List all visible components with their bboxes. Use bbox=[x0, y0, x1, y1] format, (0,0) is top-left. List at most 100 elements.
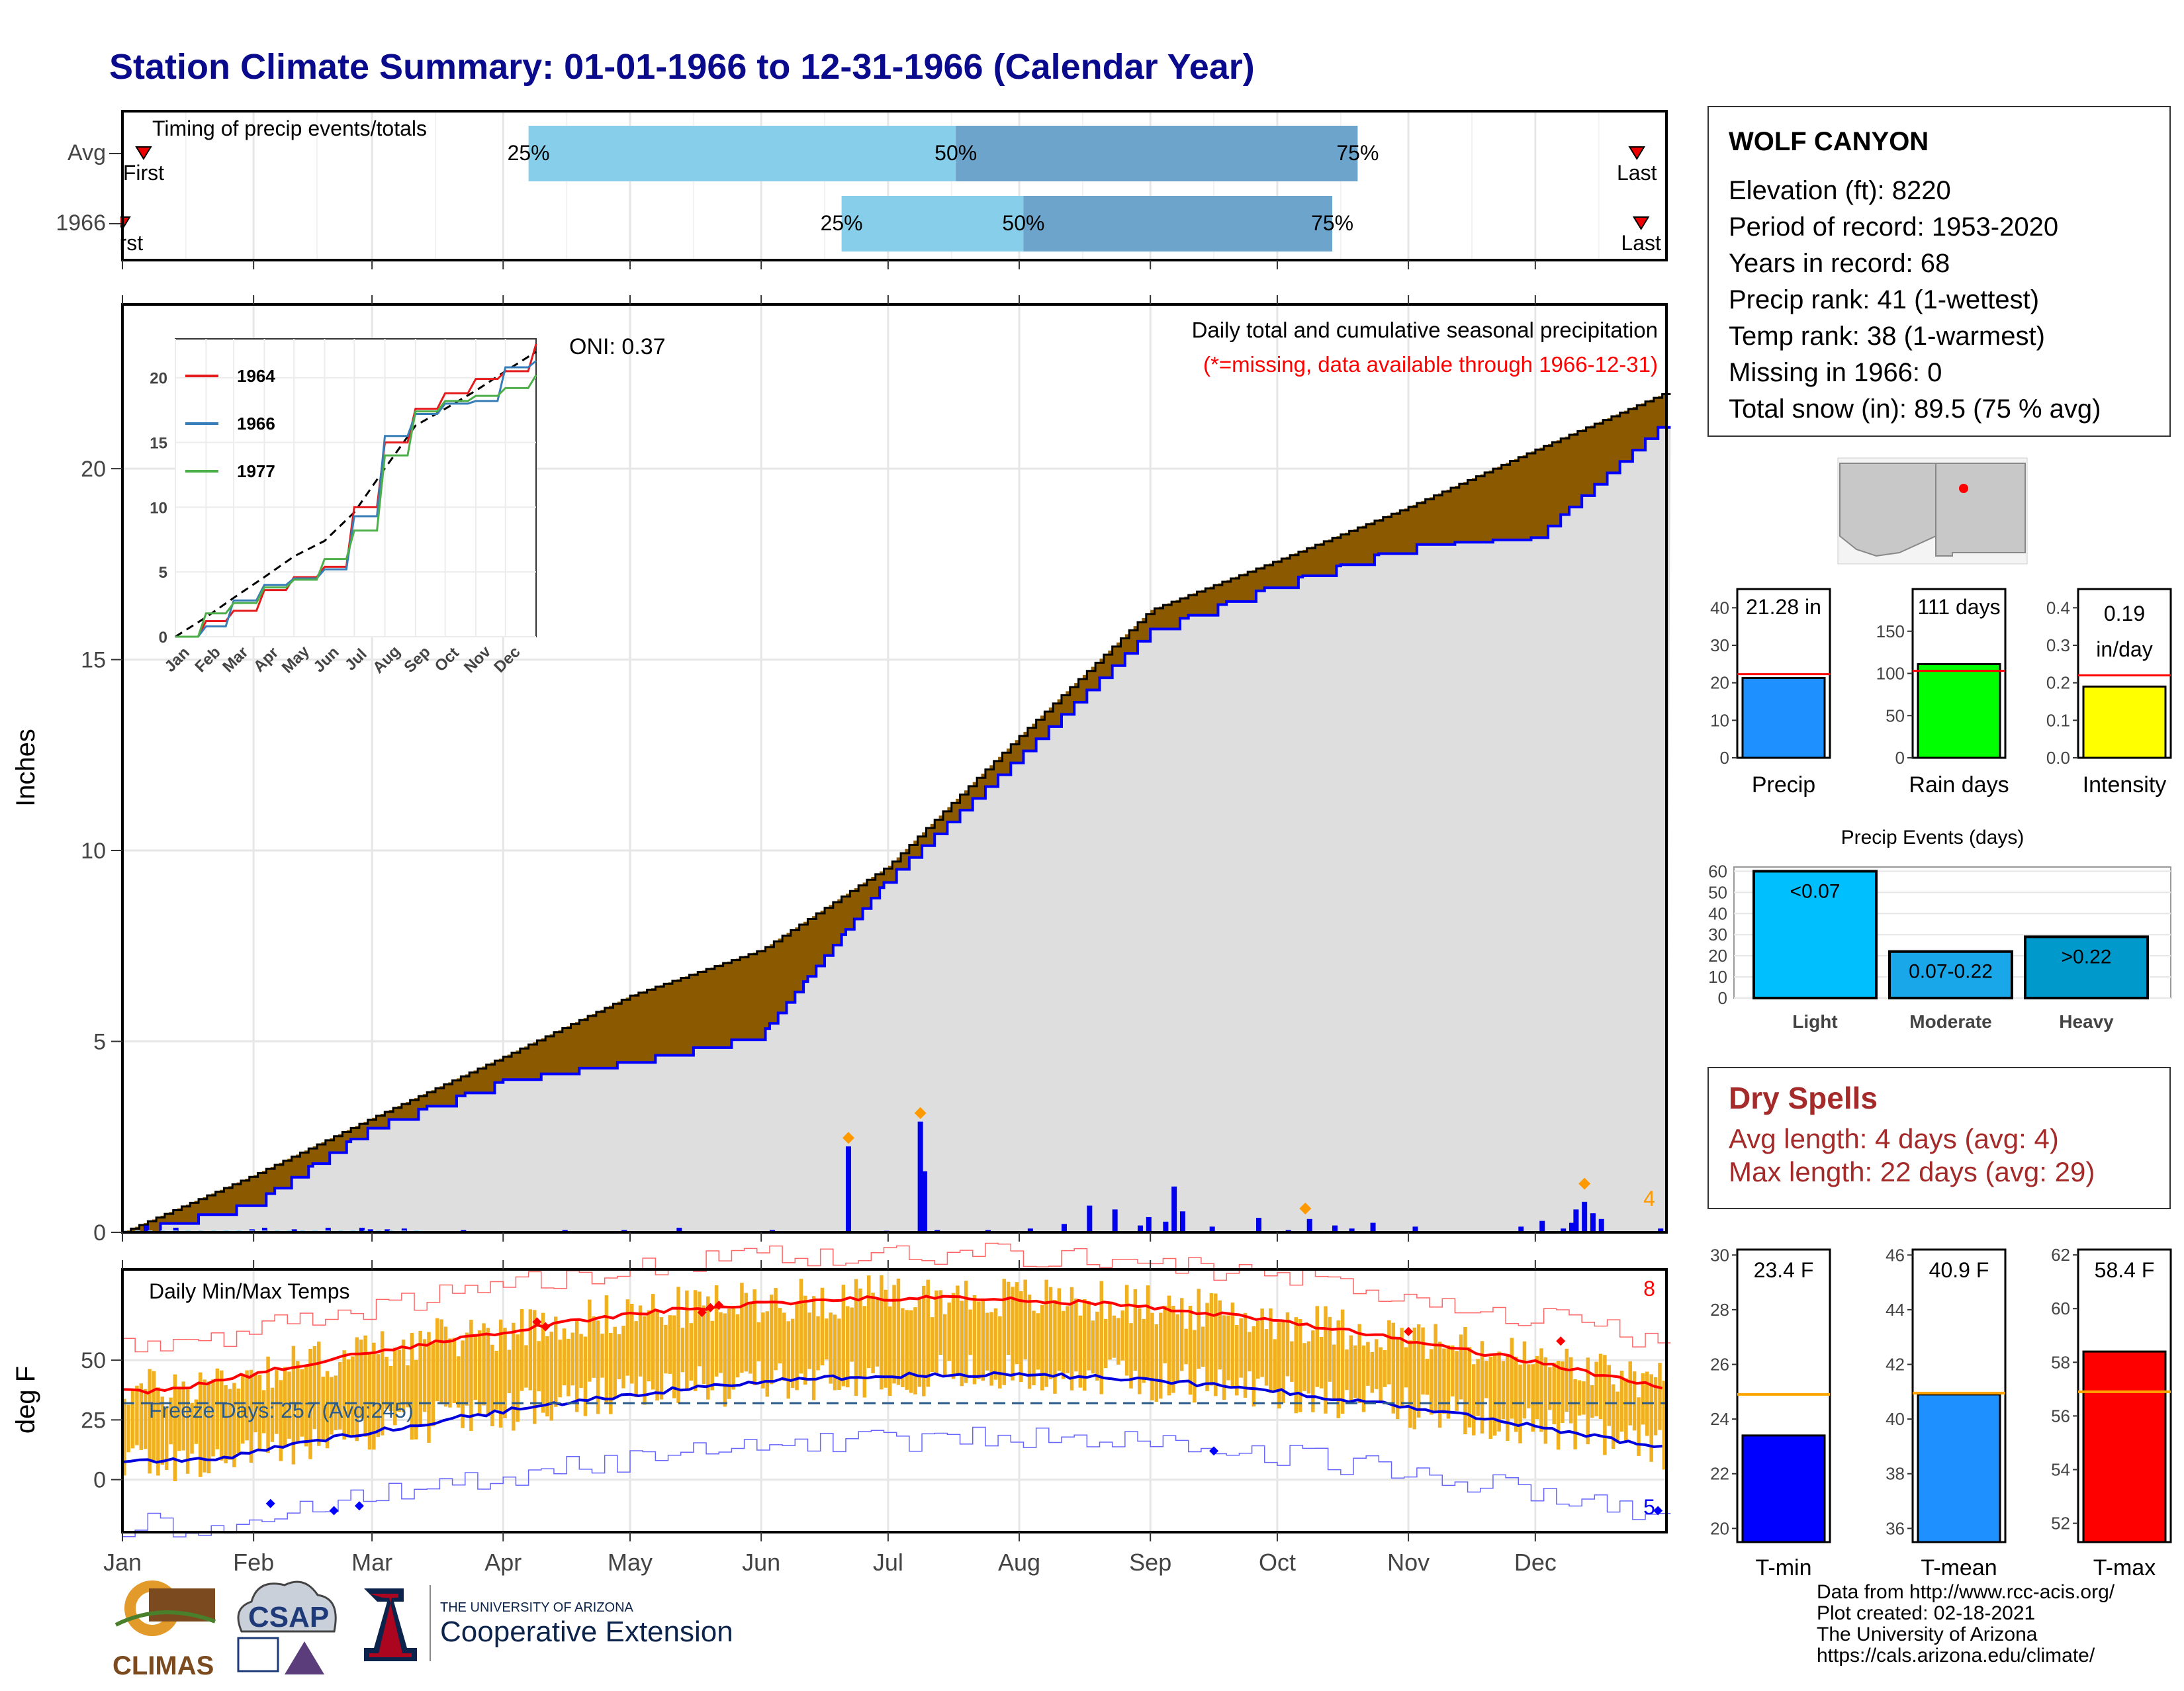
mini-value-label: 0.19 bbox=[2104, 602, 2145, 625]
inset-series-line-1977 bbox=[175, 375, 537, 638]
mini-y-tick: 10 bbox=[1710, 710, 1729, 730]
last-marker bbox=[1628, 146, 1646, 160]
dry-spells-max: Max length: 22 days (avg: 29) bbox=[1729, 1156, 2095, 1187]
events-y-tick: 40 bbox=[1708, 903, 1727, 923]
caption-missing: (*=missing, data available through 1966-… bbox=[1203, 352, 1658, 377]
timing-panel: Timing of precip events/totals Avg 25% 50% 7… bbox=[0, 110, 1694, 269]
record-high-marker bbox=[541, 1322, 551, 1332]
temps-y-tick: 50 bbox=[81, 1348, 106, 1373]
event-x-label: Light bbox=[1792, 1011, 1837, 1032]
daily-precip-bar bbox=[1112, 1209, 1118, 1232]
month-label: Dec bbox=[1514, 1549, 1557, 1576]
event-x-label: Heavy bbox=[2059, 1011, 2114, 1032]
footer: Data from http://www.rcc-acis.org/ Plot … bbox=[1817, 1582, 2115, 1667]
first-label: First bbox=[123, 161, 164, 185]
inset-y-tick: 15 bbox=[150, 435, 167, 453]
mini-temp-y-tick: 62 bbox=[2051, 1245, 2070, 1265]
mini-temp-bar-T-mean bbox=[1917, 1393, 2001, 1543]
daily-precip-bar bbox=[367, 1229, 373, 1232]
mini-value-label: 21.28 in bbox=[1746, 595, 1821, 619]
mini-temp-y-tick: 60 bbox=[2051, 1299, 2070, 1318]
station-line: Total snow (in): 89.5 (75 % avg) bbox=[1729, 394, 2101, 424]
mini-temp-y-tick: 58 bbox=[2051, 1352, 2070, 1372]
temps-y-tick: 25 bbox=[81, 1408, 106, 1433]
record-low-marker bbox=[265, 1498, 275, 1508]
timing-bar-50-75 bbox=[956, 126, 1358, 181]
event-x-label: Moderate bbox=[1909, 1011, 1991, 1032]
daily-precip-bar bbox=[1209, 1226, 1215, 1232]
mini-temp-y-tick: 36 bbox=[1886, 1518, 1905, 1538]
mini-temp-y-tick: 42 bbox=[1886, 1354, 1905, 1374]
daily-precip-bar bbox=[1582, 1201, 1588, 1232]
timing-title: Timing of precip events/totals bbox=[152, 116, 427, 140]
mini-bar-Rain days bbox=[1917, 663, 2001, 759]
daily-precip-bar bbox=[1061, 1224, 1067, 1232]
mini-temp-y-tick: 40 bbox=[1886, 1409, 1905, 1429]
average-max-line bbox=[122, 1295, 1663, 1395]
month-label: Jun bbox=[742, 1549, 780, 1576]
event-bar-light bbox=[1752, 870, 1878, 999]
record-high-marker bbox=[532, 1317, 542, 1327]
inset-series-line-1964 bbox=[175, 343, 537, 638]
mask bbox=[1668, 111, 1694, 260]
event-bar-value: >0.22 bbox=[2062, 946, 2112, 968]
footer-line: Data from http://www.rcc-acis.org/ bbox=[1817, 1581, 2115, 1603]
csap-text: CSAP bbox=[248, 1601, 329, 1633]
y-tick-label: 20 bbox=[81, 457, 106, 482]
caption: Daily total and cumulative seasonal prec… bbox=[1192, 318, 1658, 342]
daily-precip-bar bbox=[1349, 1228, 1355, 1232]
temps-y-axis-label: deg F bbox=[11, 1366, 40, 1434]
mini-y-tick: 100 bbox=[1876, 664, 1905, 684]
daily-precip-bar bbox=[261, 1228, 267, 1232]
events-title: Precip Events (days) bbox=[1841, 827, 2025, 848]
extreme-count: 4 bbox=[1643, 1187, 1655, 1211]
mini-y-tick: 20 bbox=[1710, 673, 1729, 693]
events-y-tick: 10 bbox=[1708, 967, 1727, 987]
daily-precip-bar bbox=[1539, 1220, 1545, 1232]
timing-row-label: 1966 bbox=[56, 210, 106, 236]
mini-temp-label: T-min bbox=[1756, 1555, 1812, 1580]
mini-temp-y-tick: 52 bbox=[2051, 1514, 2070, 1533]
daily-precip-bar bbox=[1573, 1209, 1579, 1232]
mini-temp-value: 23.4 F bbox=[1754, 1258, 1814, 1282]
daily-precip-bar bbox=[922, 1171, 928, 1232]
daily-precip-bar bbox=[1332, 1225, 1338, 1232]
daily-precip-bar bbox=[1518, 1226, 1524, 1232]
mini-temp-y-tick: 56 bbox=[2051, 1406, 2070, 1426]
daily-precip-bar bbox=[917, 1121, 923, 1232]
mini-x-label: Intensity bbox=[2083, 772, 2167, 798]
record-low-marker bbox=[1653, 1506, 1663, 1516]
events-y-tick: 30 bbox=[1708, 925, 1727, 944]
timing-bar-25-50 bbox=[528, 126, 956, 181]
record-high-marker bbox=[1404, 1326, 1414, 1336]
daily-precip-bar bbox=[1590, 1213, 1596, 1232]
record-low-marker bbox=[354, 1501, 364, 1511]
events-y-tick: 60 bbox=[1708, 861, 1727, 881]
timing-p25-label: 25% bbox=[508, 141, 550, 165]
ua-small-text: THE UNIVERSITY OF ARIZONA bbox=[440, 1600, 634, 1615]
page-title: Station Climate Summary: 01-01-1966 to 1… bbox=[109, 47, 1255, 87]
month-label: Nov bbox=[1387, 1549, 1430, 1576]
mini-temp-y-tick: 26 bbox=[1710, 1354, 1729, 1374]
footer-line: Plot created: 02-18-2021 bbox=[1817, 1602, 2036, 1624]
mini-temp-charts: 20 22 24 26 28 30 23.4 F T-min 36 38 40 42 44 46 40.9 … bbox=[1710, 1245, 2172, 1580]
event-bar-value: <0.07 bbox=[1790, 880, 1841, 902]
station-line: Missing in 1966: 0 bbox=[1729, 358, 1942, 387]
daily-precip-bar bbox=[1569, 1222, 1574, 1232]
mini-temp-value: 40.9 F bbox=[1929, 1258, 1989, 1282]
precip-panel: 4 0 5 10 15 20 Inches ONI: 0.37 Daily total and … bbox=[11, 295, 1671, 1246]
daily-precip-bar bbox=[1027, 1228, 1033, 1232]
timing-p50-label: 50% bbox=[1002, 211, 1044, 235]
mini-y-tick: 0.0 bbox=[2046, 748, 2070, 768]
month-label: Sep bbox=[1129, 1549, 1171, 1576]
y-tick-label: 5 bbox=[93, 1030, 106, 1055]
daily-precip-bar bbox=[1370, 1222, 1376, 1232]
inset-legend-label: 1977 bbox=[237, 461, 275, 481]
record-min-line bbox=[122, 1426, 1671, 1537]
footer-line: The University of Arizona bbox=[1817, 1623, 2038, 1645]
ua-logo: THE UNIVERSITY OF ARIZONA Cooperative Ex… bbox=[364, 1585, 733, 1661]
oni-label: ONI: 0.37 bbox=[569, 334, 666, 359]
mini-temp-label: T-max bbox=[2093, 1555, 2156, 1580]
month-label: Jul bbox=[873, 1549, 903, 1576]
